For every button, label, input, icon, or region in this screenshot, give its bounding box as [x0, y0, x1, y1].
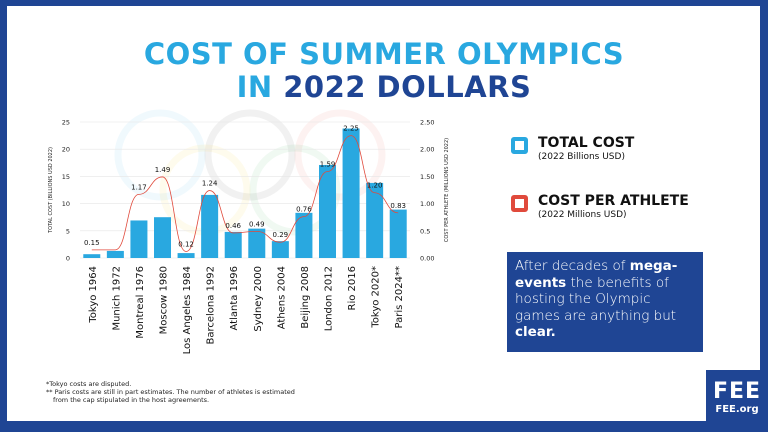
bar	[271, 241, 289, 258]
bar	[201, 194, 219, 258]
data-label: 0.49	[249, 220, 265, 228]
x-tick-label: Sydney 2000	[253, 266, 264, 332]
x-tick-label: Rio 2016	[347, 266, 358, 310]
y-tick-label: 20	[62, 146, 70, 154]
x-tick-label: Munich 1972	[111, 266, 122, 331]
footnote: from the cap stipulated in the host agre…	[53, 396, 210, 404]
blue-square-icon	[511, 137, 528, 154]
y-tick-label: 10	[62, 200, 70, 208]
callout-text: After decades of	[515, 258, 630, 274]
x-tick-label: Tokyo 1964	[88, 266, 99, 324]
red-square-icon	[511, 195, 528, 212]
olympic-ring	[114, 109, 206, 201]
title-highlight: 2022 DOLLARS	[283, 70, 532, 104]
footnote: ** Paris costs are still in part estimat…	[46, 388, 295, 396]
bar	[319, 164, 336, 258]
data-label: 1.17	[131, 183, 147, 191]
data-label: 2.25	[343, 125, 359, 133]
legend-sub: (2022 Billions USD)	[538, 152, 625, 162]
x-tick-label: Tokyo 2020*	[371, 266, 382, 329]
x-tick-label: Moscow 1980	[159, 266, 170, 334]
cost-per-athlete-line	[91, 135, 399, 252]
olympic-ring	[249, 144, 341, 236]
legend-label: TOTAL COST	[538, 135, 635, 151]
data-label: 1.24	[202, 180, 218, 188]
footnotes: *Tokyo costs are disputed. ** Paris cost…	[46, 380, 295, 404]
y2-tick-label: 1.00	[420, 200, 434, 208]
y2-tick-label: 2.00	[420, 146, 434, 154]
title-prefix: IN	[236, 70, 284, 104]
logo-mark: FEE	[712, 379, 762, 404]
callout-text: the benefits of hosting the Olympic game…	[515, 274, 677, 324]
bar	[366, 182, 384, 258]
y-tick-label: 0	[66, 255, 70, 263]
olympics-cost-chart: 0 0.00 5 0.5 10 1.00 15 1.50 20 2.00 25 2.50 TOTAL C…	[48, 109, 450, 354]
bar	[83, 254, 101, 258]
x-tick-label: Montreal 1976	[135, 266, 146, 339]
y2-axis-label: COST PER ATHLETE (MILLIONS USD 2022)	[444, 138, 450, 242]
x-tick-label: Barcelona 1992	[206, 266, 217, 345]
fee-logo[interactable]: FEE FEE.org	[706, 370, 768, 432]
logo-site: FEE.org	[715, 404, 759, 415]
legend-cost-per-athlete: COST PER ATHLETE (2022 Millions USD)	[511, 193, 689, 221]
data-label: 0.76	[296, 206, 312, 214]
y-tick-label: 5	[66, 227, 70, 235]
olympic-ring	[294, 109, 386, 201]
x-tick-label: London 2012	[324, 266, 335, 331]
olympic-ring	[204, 109, 296, 201]
x-tick-label: Beijing 2008	[300, 266, 311, 329]
bar	[130, 220, 148, 258]
bar	[389, 209, 407, 258]
bar	[177, 253, 195, 258]
x-tick-label: Atlanta 1996	[229, 266, 240, 331]
y-tick-label: 25	[62, 119, 70, 127]
data-label: 0.46	[225, 222, 241, 230]
bar	[106, 250, 124, 258]
data-label: 1.20	[367, 182, 383, 190]
callout-bold: mega-events	[515, 258, 678, 291]
y-axis-label: TOTAL COST (BILLIONS USD 2022)	[48, 147, 54, 234]
data-label: 1.49	[155, 166, 171, 174]
title-line-2: IN 2022 DOLLARS	[0, 71, 768, 104]
y2-tick-label: 1.50	[420, 173, 434, 181]
legend-sub: (2022 Millions USD)	[538, 210, 627, 220]
callout-box: After decades of mega-events the benefit…	[507, 252, 703, 352]
bar	[295, 212, 313, 258]
bar	[224, 231, 242, 258]
legend-total-cost: TOTAL COST (2022 Billions USD)	[511, 135, 634, 163]
y2-tick-label: 0.5	[420, 227, 430, 235]
data-label: 1.59	[320, 161, 336, 169]
x-tick-label: Paris 2024**	[394, 266, 405, 328]
data-label: 0.29	[273, 231, 289, 239]
bar	[154, 217, 171, 258]
legend-label: COST PER ATHLETE	[538, 193, 689, 209]
bar	[248, 228, 266, 258]
data-label: 0.15	[84, 239, 100, 247]
y2-tick-label: 2.50	[420, 119, 434, 127]
x-tick-label: Los Angeles 1984	[182, 266, 193, 354]
footnote: *Tokyo costs are disputed.	[46, 380, 132, 388]
page-title: COST OF SUMMER OLYMPICS IN 2022 DOLLARS	[0, 38, 768, 104]
bar	[342, 128, 360, 258]
data-label: 0.83	[390, 202, 406, 210]
x-tick-label: Athens 2004	[276, 266, 287, 329]
callout-bold: clear.	[515, 324, 556, 340]
data-label: 0.12	[178, 240, 194, 248]
y2-tick-label: 0.00	[420, 255, 434, 263]
y-tick-label: 15	[62, 173, 70, 181]
title-line-1: COST OF SUMMER OLYMPICS	[143, 37, 625, 71]
